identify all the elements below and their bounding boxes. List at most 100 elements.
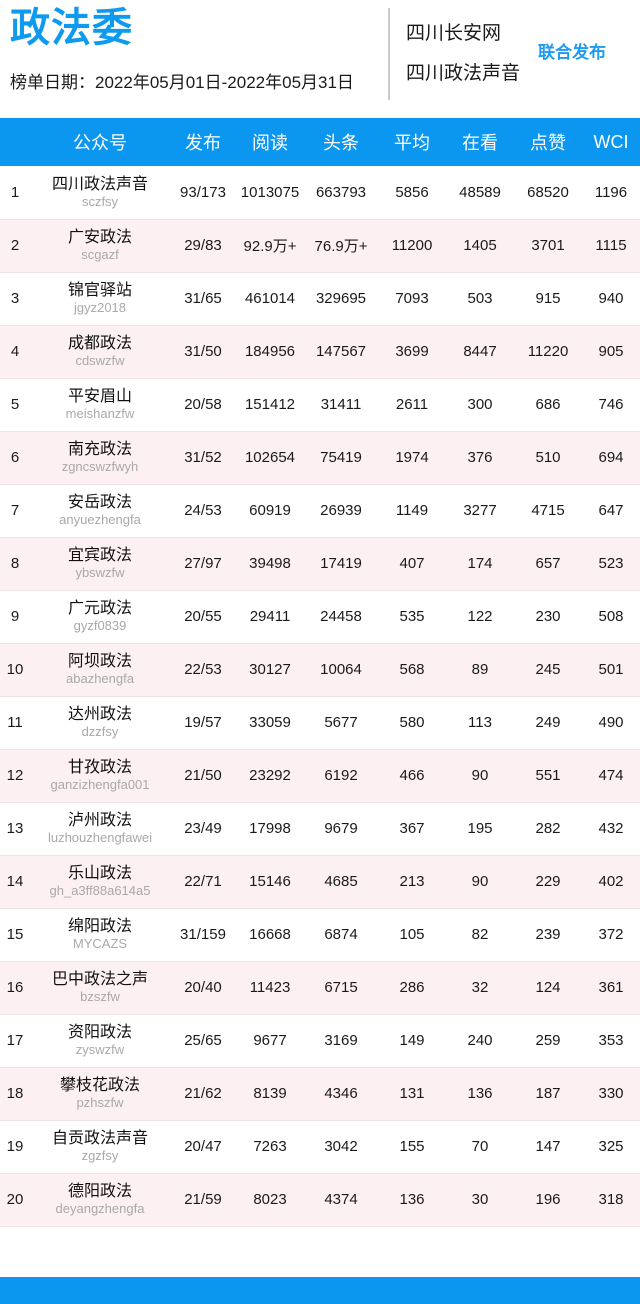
cell-account[interactable]: 安岳政法 anyuezhengfa [30,484,170,538]
table-row[interactable]: 4 成都政法 cdswzfw 31/50 184956 147567 3699 8447 112… [0,325,640,379]
account-name: 广安政法 [67,229,132,246]
cell-headline: 31411 [304,378,378,432]
cell-account[interactable]: 达州政法 dzzfsy [30,696,170,750]
account-name: 自贡政法声音 [51,1130,148,1147]
table-row[interactable]: 17 资阳政法 zyswzfw 25/65 9677 3169 149 240 259 353 [0,1014,640,1068]
cell-account[interactable]: 德阳政法 deyangzhengfa [30,1173,170,1227]
account-name: 达州政法 [67,706,132,723]
cell-account[interactable]: 锦官驿站 jgyz2018 [30,272,170,326]
table-row[interactable]: 8 宜宾政法 ybswzfw 27/97 39498 17419 407 174 657 523 [0,537,640,591]
cell-published: 31/159 [170,908,236,962]
table-row[interactable]: 3 锦官驿站 jgyz2018 31/65 461014 329695 7093 503 915… [0,272,640,326]
cell-watching: 3277 [446,484,514,538]
account-name: 四川政法声音 [51,175,148,193]
cell-headline: 147567 [304,325,378,379]
cell-headline: 3042 [304,1120,378,1174]
column-header-published[interactable]: 发布 [185,133,221,153]
account-handle: dzzfsy [81,724,119,739]
cell-published: 20/58 [170,378,236,432]
cell-average: 286 [378,961,446,1015]
cell-published: 31/65 [170,272,236,326]
account-name: 泸州政法 [67,812,132,829]
column-header-rank[interactable] [0,118,30,166]
cell-published: 20/47 [170,1120,236,1174]
partner-item-0: 四川长安网 [406,23,502,44]
column-header-average[interactable]: 平均 [394,133,430,153]
cell-published: 27/97 [170,537,236,591]
cell-account[interactable]: 成都政法 cdswzfw [30,325,170,379]
cell-reads: 102654 [236,431,304,485]
cell-average: 131 [378,1067,446,1121]
cell-account[interactable]: 攀枝花政法 pzhszfw [30,1067,170,1121]
account-handle: anyuezhengfa [59,512,141,527]
cell-watching: 174 [446,537,514,591]
cell-published: 25/65 [170,1014,236,1068]
cell-watching: 300 [446,378,514,432]
cell-account[interactable]: 四川政法声音 sczfsy [30,166,170,220]
table-row[interactable]: 10 阿坝政法 abazhengfa 22/53 30127 10064 568 89 245 5… [0,643,640,697]
cell-account[interactable]: 阿坝政法 abazhengfa [30,643,170,697]
column-header-reads[interactable]: 阅读 [252,133,288,153]
cell-reads: 8139 [236,1067,304,1121]
account-name: 平安眉山 [67,388,132,405]
cell-account[interactable]: 巴中政法之声 bzszfw [30,961,170,1015]
cell-account[interactable]: 南充政法 zgncswzfwyh [30,431,170,485]
account-handle: meishanzfw [65,406,135,421]
table-row[interactable]: 9 广元政法 gyzf0839 20/55 29411 24458 535 122 230 508 [0,590,640,644]
account-handle: ganzizhengfa001 [50,777,150,792]
column-header-account[interactable]: 公众号 [73,133,127,153]
table-row[interactable]: 14 乐山政法 gh_a3ff88a614a5 22/71 15146 4685 213 90… [0,855,640,909]
cell-likes: 196 [514,1173,582,1227]
account-handle: gh_a3ff88a614a5 [49,883,151,898]
cell-account[interactable]: 自贡政法声音 zgzfsy [30,1120,170,1174]
cell-wci: 474 [582,749,640,803]
cell-wci: 372 [582,908,640,962]
table-row[interactable]: 6 南充政法 zgncswzfwyh 31/52 102654 75419 1974 376 5… [0,431,640,485]
table-row[interactable]: 2 广安政法 scgazf 29/83 92.9万+ 76.9万+ 11200 1405 370… [0,219,640,273]
column-header-wci[interactable]: WCI [593,131,629,152]
cell-reads: 7263 [236,1120,304,1174]
account-handle: cdswzfw [75,353,125,368]
column-header-watching[interactable]: 在看 [462,133,498,153]
cell-account[interactable]: 平安眉山 meishanzfw [30,378,170,432]
page-title: 政法委 [10,6,133,50]
cell-account[interactable]: 甘孜政法 ganzizhengfa001 [30,749,170,803]
cell-watching: 90 [446,749,514,803]
table-row[interactable]: 5 平安眉山 meishanzfw 20/58 151412 31411 2611 300 68… [0,378,640,432]
cell-account[interactable]: 泸州政法 luzhouzhengfawei [30,802,170,856]
cell-account[interactable]: 宜宾政法 ybswzfw [30,537,170,591]
column-header-headline[interactable]: 头条 [323,133,359,153]
cell-rank: 11 [0,696,30,750]
table-row[interactable]: 18 攀枝花政法 pzhszfw 21/62 8139 4346 131 136 187 330 [0,1067,640,1121]
cell-published: 24/53 [170,484,236,538]
table-row[interactable]: 15 绵阳政法 MYCAZS 31/159 16668 6874 105 82 239 372 [0,908,640,962]
cell-account[interactable]: 资阳政法 zyswzfw [30,1014,170,1068]
table-row[interactable]: 7 安岳政法 anyuezhengfa 24/53 60919 26939 1149 3277… [0,484,640,538]
table-row[interactable]: 19 自贡政法声音 zgzfsy 20/47 7263 3042 155 70 147 325 [0,1120,640,1174]
cell-account[interactable]: 广安政法 scgazf [30,219,170,273]
account-handle: pzhszfw [76,1095,124,1110]
table-row[interactable]: 16 巴中政法之声 bzszfw 20/40 11423 6715 286 32 124 361 [0,961,640,1015]
table-row[interactable]: 11 达州政法 dzzfsy 19/57 33059 5677 580 113 249 490 [0,696,640,750]
table-row[interactable]: 20 德阳政法 deyangzhengfa 21/59 8023 4374 136 30 196… [0,1173,640,1227]
cell-wci: 361 [582,961,640,1015]
cell-rank: 12 [0,749,30,803]
cell-likes: 124 [514,961,582,1015]
cell-wci: 318 [582,1173,640,1227]
column-header-likes[interactable]: 点赞 [530,133,566,153]
cell-rank: 7 [0,484,30,538]
cell-watching: 503 [446,272,514,326]
cell-headline: 329695 [304,272,378,326]
account-handle: gyzf0839 [73,618,127,633]
cell-account[interactable]: 广元政法 gyzf0839 [30,590,170,644]
table-row[interactable]: 12 甘孜政法 ganzizhengfa001 21/50 23292 6192 466 90… [0,749,640,803]
cell-average: 367 [378,802,446,856]
cell-average: 466 [378,749,446,803]
table-row[interactable]: 13 泸州政法 luzhouzhengfawei 23/49 17998 9679 367 1… [0,802,640,856]
cell-account[interactable]: 乐山政法 gh_a3ff88a614a5 [30,855,170,909]
cell-published: 19/57 [170,696,236,750]
cell-account[interactable]: 绵阳政法 MYCAZS [30,908,170,962]
partner-list: 四川长安网 四川政法声音 [406,14,520,94]
cell-published: 31/52 [170,431,236,485]
table-row[interactable]: 1 四川政法声音 sczfsy 93/173 1013075 663793 5856 4858… [0,166,640,220]
